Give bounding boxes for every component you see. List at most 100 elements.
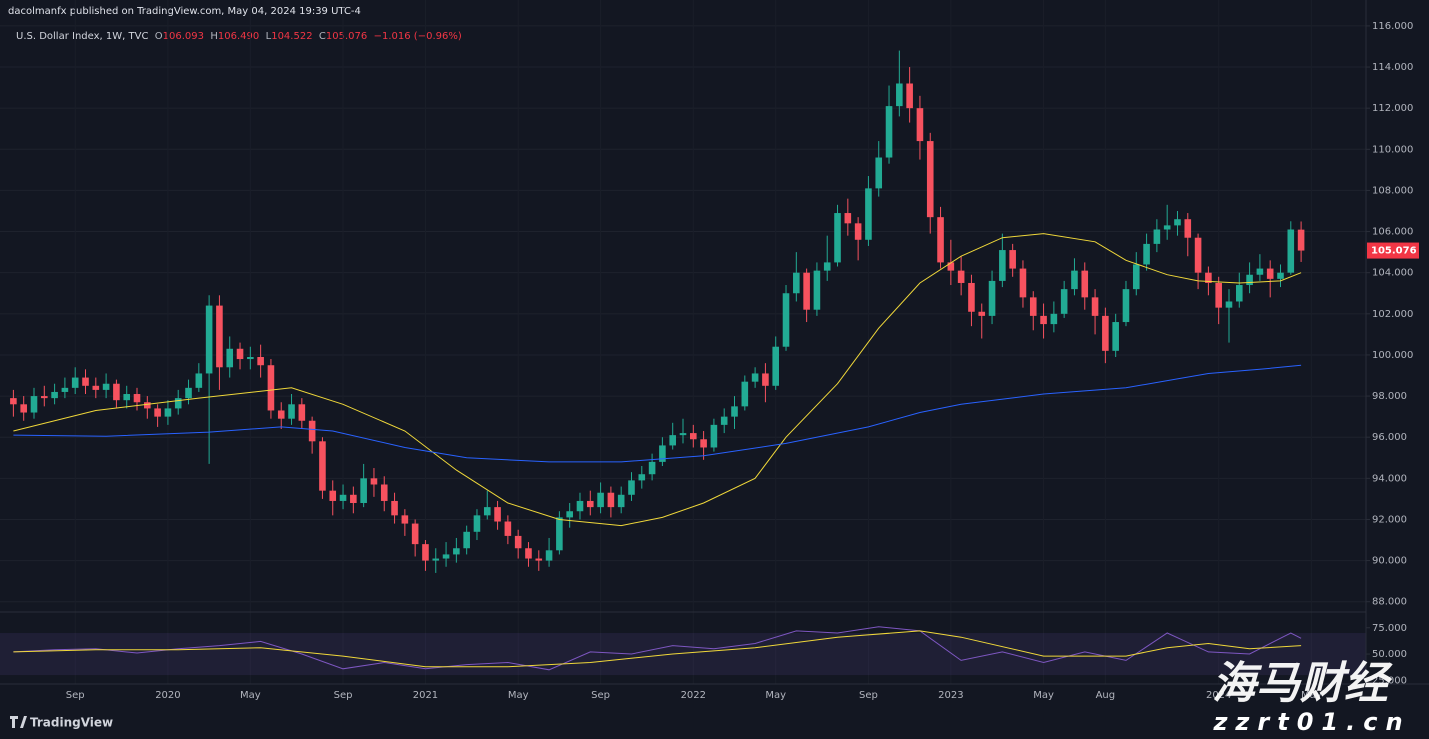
candle-body bbox=[380, 484, 388, 501]
candle-body bbox=[144, 402, 151, 409]
candle-body bbox=[277, 410, 285, 419]
candle-body bbox=[92, 385, 100, 390]
candle-body bbox=[803, 272, 810, 310]
candle-body bbox=[442, 554, 450, 559]
x-tick-label: Sep bbox=[66, 690, 85, 701]
x-tick-label: May bbox=[1033, 690, 1054, 701]
candle-body bbox=[1040, 315, 1047, 325]
candle-body bbox=[185, 387, 192, 399]
candle-body bbox=[82, 377, 89, 386]
candle-body bbox=[401, 515, 409, 524]
publisher-line: dacolmanfx published on TradingView.com,… bbox=[8, 6, 361, 17]
candle-body bbox=[422, 544, 429, 561]
candle-body bbox=[1091, 297, 1099, 316]
candle-body bbox=[226, 348, 234, 368]
y-tick-label: 100.000 bbox=[1372, 350, 1413, 361]
x-tick-label: 2022 bbox=[681, 690, 706, 701]
candle-body bbox=[473, 515, 481, 532]
watermark-site: zzrt01.cn bbox=[1212, 708, 1410, 736]
indicator-line bbox=[13, 626, 1302, 671]
candle-body bbox=[875, 157, 883, 189]
candle-body bbox=[1225, 301, 1233, 308]
y-tick-label: 114.000 bbox=[1372, 62, 1413, 73]
candle-body bbox=[793, 272, 800, 294]
high-label: H bbox=[210, 31, 218, 42]
candle-body bbox=[865, 188, 872, 240]
candle-body bbox=[1163, 225, 1171, 230]
indicator-line bbox=[13, 233, 1302, 527]
candle-body bbox=[319, 441, 326, 491]
candle-body bbox=[648, 461, 656, 475]
candle-body bbox=[391, 500, 398, 516]
candle-body bbox=[813, 270, 821, 310]
candle-body bbox=[1050, 313, 1058, 325]
candle-body bbox=[247, 357, 254, 360]
y-tick-label: 25.000 bbox=[1372, 675, 1407, 686]
candle-body bbox=[1102, 315, 1109, 351]
low-value: 104.522 bbox=[271, 31, 313, 42]
candle-body bbox=[823, 262, 831, 271]
x-tick-label: 2024 bbox=[1206, 690, 1231, 701]
candle-body bbox=[525, 548, 532, 559]
candle-body bbox=[1277, 272, 1284, 279]
candle-body bbox=[978, 311, 986, 316]
candle-body bbox=[566, 511, 573, 518]
candle-body bbox=[504, 521, 512, 536]
candle-body bbox=[123, 394, 131, 401]
symbol: U.S. Dollar Index, 1W, TVC bbox=[16, 31, 149, 42]
candle-body bbox=[999, 250, 1006, 281]
y-tick-label: 102.000 bbox=[1372, 309, 1413, 320]
candle-body bbox=[751, 373, 759, 382]
candle-body bbox=[638, 474, 646, 481]
candle-body bbox=[576, 500, 584, 512]
candle-body bbox=[329, 490, 337, 501]
candle-body bbox=[968, 282, 975, 312]
candle-body bbox=[1205, 272, 1212, 283]
x-tick-label: Aug bbox=[1096, 690, 1116, 701]
candle-body bbox=[700, 439, 707, 448]
y-tick-label: 96.000 bbox=[1372, 432, 1407, 443]
candle-body bbox=[731, 406, 738, 417]
x-tick-label: Sep bbox=[591, 690, 610, 701]
y-tick-label: 104.000 bbox=[1372, 268, 1413, 279]
candle-body bbox=[174, 398, 182, 409]
candle-body bbox=[1060, 289, 1068, 314]
candle-body bbox=[1246, 274, 1253, 286]
watermark-brand: 海马财经 bbox=[1212, 658, 1393, 709]
y-tick-label: 106.000 bbox=[1372, 227, 1413, 238]
candle-body bbox=[350, 494, 357, 504]
open-value: 106.093 bbox=[162, 31, 205, 42]
y-tick-label: 92.000 bbox=[1372, 514, 1407, 525]
candle-body bbox=[710, 424, 718, 448]
candle-body bbox=[339, 494, 347, 501]
close-value: 105.076 bbox=[325, 31, 368, 42]
candle-body bbox=[586, 500, 594, 508]
candle-body bbox=[1194, 237, 1202, 273]
candle-body bbox=[556, 517, 563, 551]
candle-body bbox=[1153, 229, 1161, 244]
x-tick-label: 2023 bbox=[938, 690, 963, 701]
candle-body bbox=[133, 394, 141, 403]
candle-body bbox=[854, 223, 862, 240]
candle-body bbox=[20, 404, 27, 413]
candle-body bbox=[628, 480, 635, 495]
candle-body bbox=[298, 404, 306, 421]
candle-body bbox=[370, 478, 378, 485]
x-tick-label: May bbox=[1301, 690, 1322, 701]
candle-body bbox=[308, 420, 316, 442]
candle-body bbox=[514, 535, 522, 549]
candle-body bbox=[205, 305, 213, 374]
candle-body bbox=[885, 106, 893, 158]
candle-body bbox=[360, 478, 367, 504]
candle-body bbox=[1287, 229, 1295, 273]
candle-body bbox=[154, 408, 161, 417]
candle-body bbox=[195, 373, 203, 388]
candle-body bbox=[1215, 282, 1222, 308]
last-price-label: 105.076 bbox=[1371, 246, 1417, 257]
candle-body bbox=[659, 445, 666, 462]
y-tick-label: 94.000 bbox=[1372, 473, 1407, 484]
candle-body bbox=[844, 213, 852, 224]
last-price-box bbox=[1367, 242, 1419, 259]
